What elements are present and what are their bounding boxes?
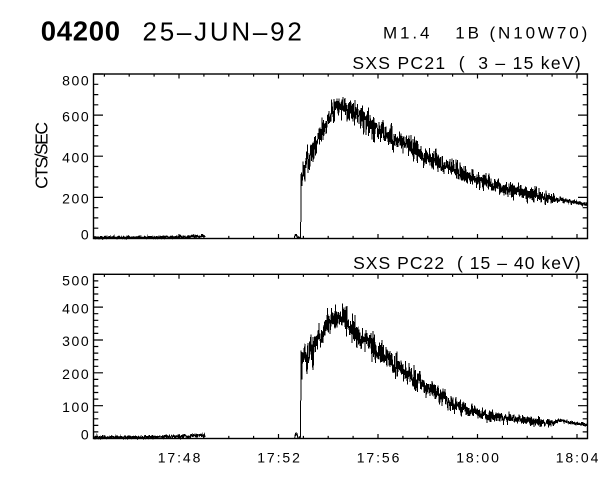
svg-text:400: 400 [62, 149, 90, 165]
svg-text:04200: 04200 [41, 15, 121, 46]
svg-text:200: 200 [62, 366, 90, 382]
svg-text:17:48: 17:48 [158, 449, 203, 465]
svg-text:100: 100 [62, 399, 90, 415]
svg-text:800: 800 [62, 72, 90, 88]
svg-text:SXS PC22 ( 15 – 40 keV): SXS PC22 ( 15 – 40 keV) [353, 253, 582, 273]
svg-text:CTS/SEC: CTS/SEC [32, 123, 52, 189]
svg-text:0: 0 [81, 426, 90, 442]
svg-text:M1.4 1B (N10W70): M1.4 1B (N10W70) [383, 24, 590, 43]
svg-text:0: 0 [81, 226, 90, 242]
svg-text:600: 600 [62, 108, 90, 124]
svg-text:300: 300 [62, 333, 90, 349]
svg-text:17:52: 17:52 [257, 449, 302, 465]
svg-text:18:00: 18:00 [456, 449, 501, 465]
svg-text:200: 200 [62, 191, 90, 207]
svg-text:500: 500 [62, 273, 90, 289]
svg-text:25–JUN–92: 25–JUN–92 [143, 16, 305, 46]
svg-text:18:04: 18:04 [556, 449, 600, 465]
svg-text:400: 400 [62, 300, 90, 316]
svg-text:17:56: 17:56 [357, 449, 402, 465]
svg-text:SXS PC21 ( 3 – 15 keV): SXS PC21 ( 3 – 15 keV) [352, 53, 582, 73]
